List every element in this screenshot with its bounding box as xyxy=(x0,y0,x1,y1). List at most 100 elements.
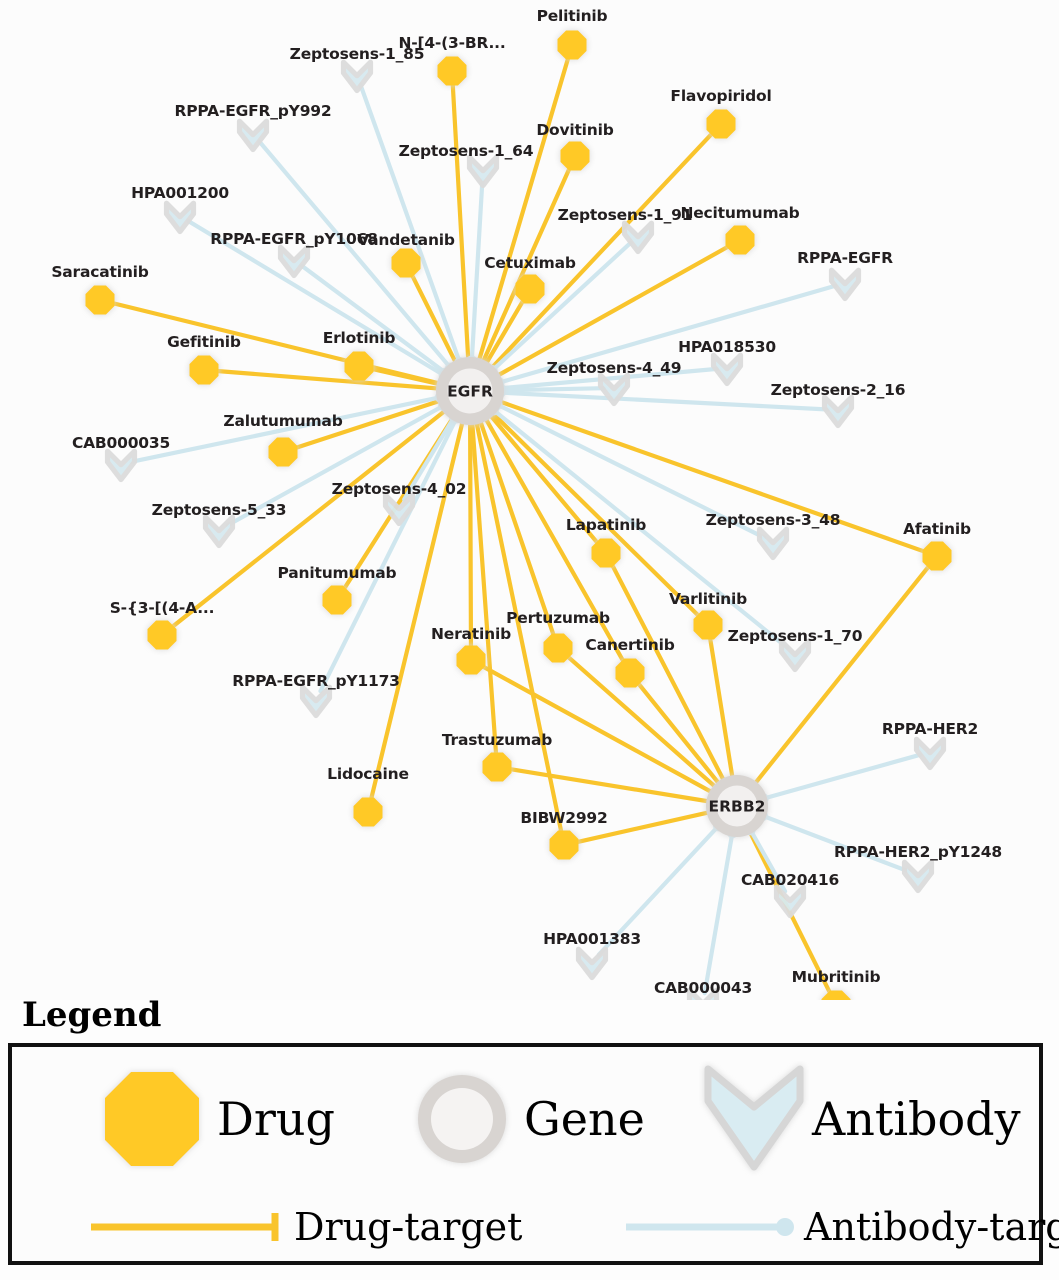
drug-target-edge xyxy=(476,55,571,364)
drug-target-edge xyxy=(490,410,701,618)
antibody-target-edge xyxy=(497,386,607,393)
antibody-target-edge xyxy=(402,414,457,502)
antibody-node[interactable] xyxy=(575,946,609,981)
drug-node[interactable] xyxy=(344,351,374,381)
antibody-node[interactable] xyxy=(104,448,138,483)
antibody-target-edge xyxy=(225,403,446,528)
legend-title: Legend xyxy=(22,995,162,1035)
drug-target-edge xyxy=(480,165,572,365)
drug-node[interactable] xyxy=(821,990,851,1001)
drug-target-edge xyxy=(752,564,931,787)
antibody-node[interactable] xyxy=(828,267,862,302)
drug-edge-icon xyxy=(85,1207,295,1247)
drug-node[interactable] xyxy=(693,610,723,640)
drug-node[interactable] xyxy=(615,658,645,688)
antibody-node[interactable] xyxy=(773,884,807,919)
gene-node[interactable]: ERBB2 xyxy=(706,775,768,837)
drug-target-edge xyxy=(494,244,731,378)
drug-target-edge xyxy=(497,399,927,554)
drug-target-edge xyxy=(450,81,471,363)
antibody-target-edge xyxy=(489,240,633,373)
drug-node[interactable] xyxy=(515,274,545,304)
drug-target-edge xyxy=(609,562,727,784)
antibody-node[interactable] xyxy=(778,638,812,673)
antibody-node[interactable] xyxy=(382,492,416,527)
drug-node[interactable] xyxy=(85,285,115,315)
legend: Legend Drug Gene xyxy=(0,995,1059,1280)
antibody-node[interactable] xyxy=(340,59,374,94)
network-svg[interactable]: EGFR ERBB2 xyxy=(0,0,1059,1000)
ring-icon xyxy=(407,1064,517,1174)
antibody-node[interactable] xyxy=(756,526,790,561)
drug-target-edge xyxy=(636,681,722,787)
drug-node[interactable] xyxy=(725,225,755,255)
antibody-target-edge xyxy=(596,823,721,957)
antibody-node[interactable] xyxy=(299,684,333,719)
gene-node[interactable]: EGFR xyxy=(436,357,504,425)
antibody-target-edge xyxy=(299,263,449,376)
antibody-target-edge xyxy=(760,752,923,801)
drug-node[interactable] xyxy=(391,248,421,278)
antibody-node[interactable] xyxy=(621,220,655,255)
drug-target-edge xyxy=(369,366,442,387)
drug-target-edge xyxy=(214,368,442,391)
antibody-target-edge xyxy=(257,139,453,371)
octagon-icon xyxy=(97,1064,207,1174)
antibody-node[interactable] xyxy=(821,394,855,429)
antibody-target-edge xyxy=(497,390,831,412)
drug-node[interactable] xyxy=(706,109,736,139)
antibody-target-edge xyxy=(748,827,788,894)
gene-label: ERBB2 xyxy=(709,798,766,816)
antibody-target-edge xyxy=(496,283,838,385)
network-canvas[interactable]: EGFR ERBB2 Zeptosens-1_85 Zeptosens-1_64 RP… xyxy=(0,0,1059,1000)
antibody-node[interactable] xyxy=(901,859,935,894)
drug-node[interactable] xyxy=(549,830,579,860)
legend-antibody-target-label: Antibody-target xyxy=(804,1205,1059,1249)
legend-box: Drug Gene Antibody xyxy=(8,1043,1059,1265)
antibody-node[interactable] xyxy=(277,244,311,279)
antibody-target-edge xyxy=(491,407,790,650)
antibody-node[interactable] xyxy=(710,352,744,387)
drug-node[interactable] xyxy=(189,355,219,385)
antibody-target-edge xyxy=(128,395,443,465)
drug-node[interactable] xyxy=(543,633,573,663)
drug-node[interactable] xyxy=(482,752,512,782)
antibody-target-edge xyxy=(186,219,447,378)
antibody-node[interactable] xyxy=(236,118,270,153)
drug-node[interactable] xyxy=(922,541,952,571)
legend-drug-target-label: Drug-target xyxy=(294,1205,523,1249)
drug-target-edge xyxy=(409,272,459,366)
drug-node[interactable] xyxy=(557,30,587,60)
drug-target-edge xyxy=(468,419,474,650)
drug-target-edge xyxy=(507,766,712,804)
antibody-target-edge xyxy=(760,813,911,874)
antibody-node[interactable] xyxy=(913,736,947,771)
legend-gene-label: Gene xyxy=(524,1092,645,1146)
gene-label: EGFR xyxy=(447,383,493,401)
drug-node[interactable] xyxy=(353,797,383,827)
antibody-edge-icon xyxy=(622,1207,802,1247)
drug-node[interactable] xyxy=(268,437,298,467)
legend-drug-label: Drug xyxy=(217,1092,335,1146)
drug-target-edge xyxy=(480,664,715,795)
drug-node[interactable] xyxy=(591,538,621,568)
antibody-node[interactable] xyxy=(202,514,236,549)
drug-node[interactable] xyxy=(560,141,590,171)
antibody-node[interactable] xyxy=(466,154,500,189)
drug-node[interactable] xyxy=(147,620,177,650)
drug-node[interactable] xyxy=(437,56,467,86)
antibody-node[interactable] xyxy=(597,372,631,407)
chevron-icon xyxy=(699,1061,809,1177)
antibody-node[interactable] xyxy=(163,200,197,235)
drug-target-edge xyxy=(707,635,735,781)
drug-target-edge xyxy=(477,418,556,638)
nodes-layer[interactable]: EGFR ERBB2 xyxy=(85,30,952,1001)
drug-target-edge xyxy=(489,131,715,371)
drug-target-edge xyxy=(487,412,600,546)
drug-node[interactable] xyxy=(322,585,352,615)
antibody-node[interactable] xyxy=(686,987,720,1000)
antibody-target-edge xyxy=(318,415,459,694)
drug-node[interactable] xyxy=(456,645,486,675)
legend-antibody-label: Antibody xyxy=(812,1092,1021,1146)
drug-target-edge xyxy=(293,398,443,451)
